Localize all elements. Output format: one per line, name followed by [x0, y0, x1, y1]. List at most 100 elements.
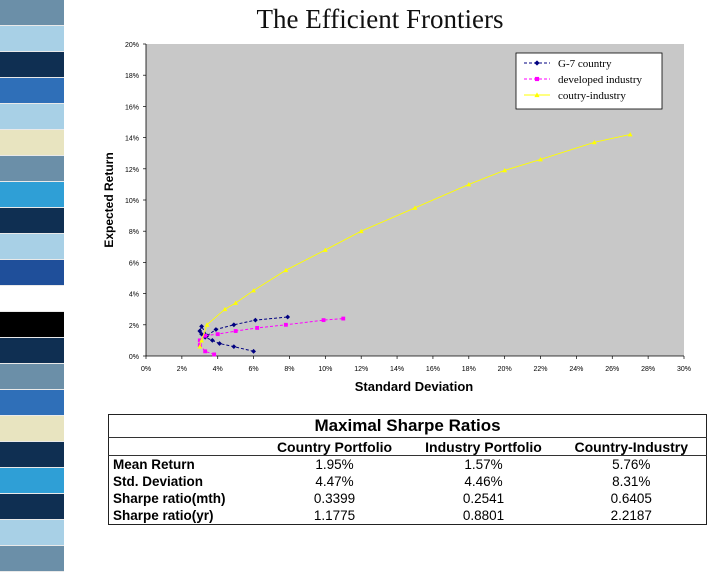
table-cell: 0.2541: [462, 490, 505, 506]
table-column-header: [108, 437, 259, 456]
table-row: Mean Return 1.95% 1.57% 5.76%: [109, 456, 707, 474]
legend-label: G-7 country: [558, 58, 612, 70]
y-tick-label: 20%: [125, 42, 139, 49]
data-point: [197, 328, 203, 334]
row-label: Mean Return: [113, 456, 195, 472]
stripe-block: [0, 260, 64, 286]
data-point: [212, 352, 217, 357]
data-point: [251, 288, 256, 293]
stripe-block: [0, 546, 64, 572]
row-label: Sharpe ratio(yr): [113, 507, 214, 523]
data-point: [222, 306, 228, 312]
stripe-block: [0, 26, 64, 52]
x-tick-label: 30%: [677, 366, 691, 373]
table-cell: 4.47%: [315, 473, 354, 489]
x-tick-label: 18%: [462, 366, 476, 373]
y-tick-label: 6%: [129, 260, 139, 267]
table-column-header: Country Portfolio: [258, 437, 411, 456]
data-point: [251, 348, 256, 354]
stripe-block: [0, 416, 64, 442]
y-tick-label: 18%: [125, 73, 139, 80]
stripe-block: [0, 78, 64, 104]
data-point: [209, 338, 215, 343]
data-point: [466, 182, 472, 187]
legend: G-7 country developed industry coutry-indu…: [515, 52, 663, 110]
stripe-block: [0, 182, 64, 208]
sharpe-ratio-table: Maximal Sharpe Ratios Country Portfolio I…: [108, 414, 707, 525]
x-tick-label: 0%: [141, 366, 151, 373]
stripe-block: [0, 338, 64, 364]
table-cell: 0.8801: [462, 507, 505, 523]
table-cell: 0.6405: [610, 490, 652, 506]
data-point: [203, 333, 208, 338]
y-tick-label: 16%: [125, 104, 139, 111]
data-point: [538, 157, 543, 162]
data-point: [197, 344, 203, 349]
stripe-block: [0, 520, 64, 546]
x-tick-label: 6%: [249, 366, 259, 373]
legend-marker: [534, 76, 540, 82]
table-cell: 4.46%: [464, 473, 503, 489]
table-row: Std. Deviation 4.47% 4.46% 8.31%: [109, 473, 707, 490]
series-layer: [197, 132, 633, 357]
data-point: [199, 338, 204, 343]
efficient-frontier-chart: 0% 2% 4% 6% 8% 10% 12% 14% 16% 18% 20% 22% 24% 26% 28%…: [96, 34, 696, 396]
table-cell: 1.1775: [313, 507, 356, 523]
x-tick-label: 2%: [177, 366, 187, 373]
y-axis-label: Expected Return: [102, 152, 116, 247]
x-tick-label: 10%: [318, 366, 332, 373]
row-label: Sharpe ratio(mth): [113, 490, 226, 506]
stripe-block: [0, 208, 64, 234]
data-point: [233, 329, 238, 333]
data-point: [321, 318, 326, 323]
table-cell: 1.57%: [464, 456, 503, 472]
stripe-block: [0, 468, 64, 494]
data-point: [231, 322, 237, 328]
table-row: Sharpe ratio(mth) 0.3399 0.2541 0.6405: [109, 490, 707, 507]
data-point: [502, 167, 508, 173]
x-tick-label: 12%: [354, 366, 368, 373]
table-cell: 1.95%: [315, 456, 354, 472]
table-cell: 5.76%: [612, 456, 651, 472]
data-point: [215, 332, 220, 337]
table-cell: 0.3399: [313, 490, 356, 506]
slide-title: The Efficient Frontiers: [256, 4, 504, 34]
series-1: [197, 316, 346, 357]
axes: 0% 2% 4% 6% 8% 10% 12% 14% 16% 18% 20% 22% 24% 26% 28%…: [125, 42, 691, 373]
data-point: [213, 327, 219, 332]
stripe-block: [0, 156, 64, 182]
stripe-block: [0, 442, 64, 468]
x-tick-label: 4%: [213, 366, 223, 373]
series-2: [197, 132, 633, 349]
stripe-block: [0, 104, 64, 130]
y-tick-label: 4%: [129, 292, 139, 299]
data-point: [252, 317, 258, 323]
legend-box: [515, 52, 663, 110]
table-row: Sharpe ratio(yr) 1.1775 0.8801 2.2187: [109, 507, 707, 525]
x-tick-label: 20%: [498, 366, 512, 373]
x-tick-label: 24%: [569, 366, 583, 373]
legend-label: developed industry: [558, 74, 643, 86]
stripe-block: [0, 364, 64, 390]
x-tick-label: 28%: [641, 366, 655, 373]
y-tick-label: 14%: [125, 136, 139, 143]
y-tick-label: 8%: [129, 229, 139, 236]
x-axis-label: Standard Deviation: [355, 379, 474, 394]
y-tick-label: 10%: [125, 198, 139, 205]
row-label: Std. Deviation: [113, 473, 204, 489]
data-point: [358, 228, 364, 234]
data-point: [341, 316, 346, 321]
table-column-header: Country-Industry: [556, 437, 707, 456]
x-tick-label: 26%: [605, 366, 619, 373]
stripe-block: [0, 312, 64, 338]
table-caption: Maximal Sharpe Ratios: [108, 414, 707, 438]
stripe-block: [0, 0, 64, 26]
data-point: [283, 322, 288, 327]
stripe-block: [0, 52, 64, 78]
x-tick-label: 16%: [426, 366, 440, 373]
legend-marker: [534, 92, 540, 98]
series-0: [197, 314, 291, 354]
legend-label: coutry-industry: [558, 90, 626, 102]
table-cell: 2.2187: [610, 507, 652, 523]
data-point: [412, 205, 418, 210]
